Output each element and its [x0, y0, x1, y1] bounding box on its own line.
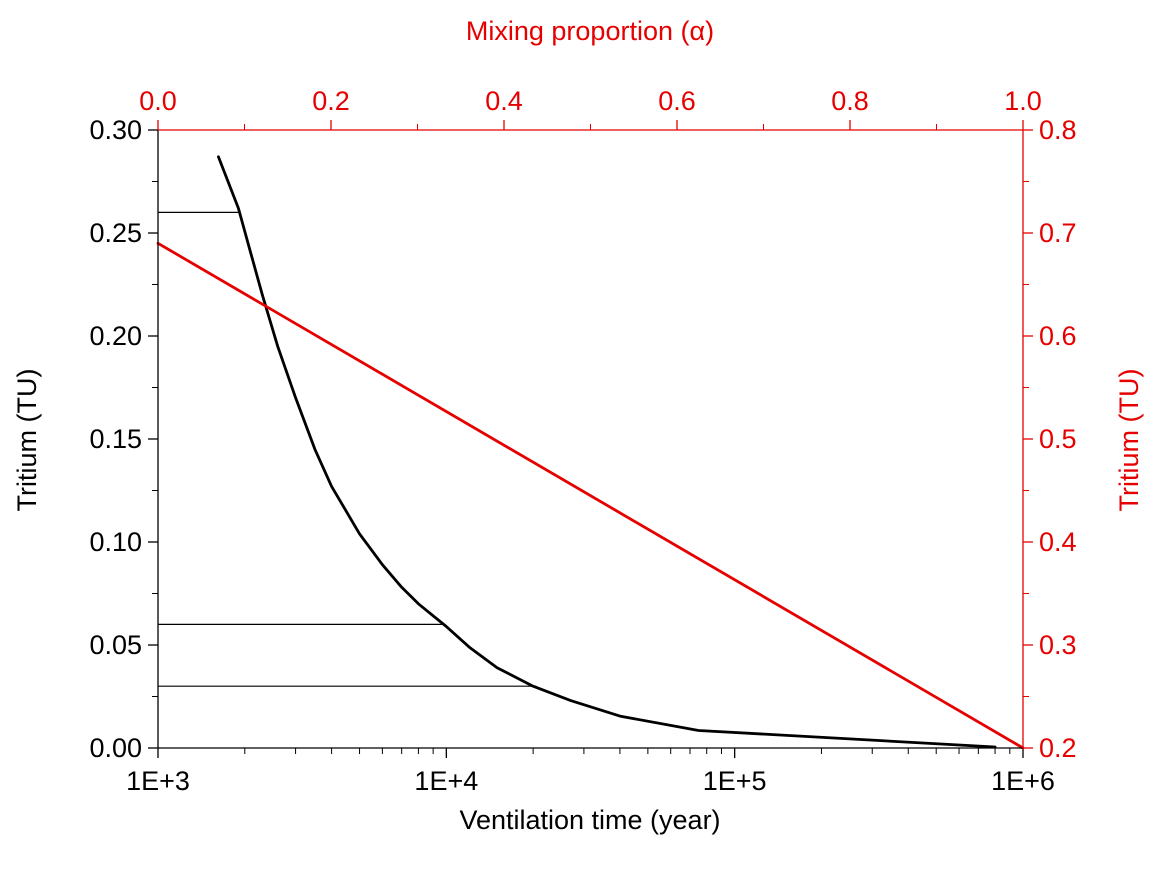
y-tick-label: 0.30 — [89, 115, 142, 145]
y-tick-label: 0.15 — [89, 424, 142, 454]
x-axis-label: Ventilation time (year) — [459, 805, 720, 835]
x2-tick-label: 0.6 — [658, 86, 696, 116]
x-tick-label: 1E+4 — [414, 766, 478, 796]
y-tick-label: 0.00 — [89, 733, 142, 763]
series-layer — [156, 155, 1025, 750]
x2-tick-label: 0.4 — [485, 86, 523, 116]
y-tick-label: 0.25 — [89, 218, 142, 248]
y2-tick-label: 0.7 — [1039, 218, 1077, 248]
mixing-line — [156, 241, 1025, 750]
y2-tick-label: 0.8 — [1039, 115, 1077, 145]
major-ticks — [148, 120, 1033, 758]
x2-axis-label: Mixing proportion (α) — [466, 16, 714, 46]
y2-tick-label: 0.2 — [1039, 733, 1077, 763]
x2-tick-label: 0.2 — [312, 86, 350, 116]
y-tick-label: 0.20 — [89, 321, 142, 351]
y-tick-label: 0.10 — [89, 527, 142, 557]
x2-tick-label: 0.8 — [831, 86, 869, 116]
y2-tick-label: 0.6 — [1039, 321, 1077, 351]
x-tick-label: 1E+6 — [991, 766, 1055, 796]
x2-tick-label: 0.0 — [139, 86, 177, 116]
plot-frame — [157, 129, 1024, 749]
x2-tick-label: 1.0 — [1004, 86, 1042, 116]
tick-labels: 1E+3 1E+4 1E+5 1E+6 0.00 0.05 0.10 0.15 0.20 0.25… — [89, 86, 1076, 796]
y-axis-label: Tritium (TU) — [12, 369, 42, 512]
reference-lines — [158, 211, 537, 687]
y-tick-label: 0.05 — [89, 630, 142, 660]
tritium-decay-curve — [216, 155, 997, 749]
y2-tick-label: 0.3 — [1039, 630, 1077, 660]
y2-axis-label: Tritium (TU) — [1114, 369, 1144, 512]
y2-tick-label: 0.4 — [1039, 527, 1077, 557]
y2-tick-label: 0.5 — [1039, 424, 1077, 454]
minor-ticks — [152, 124, 1029, 754]
x-tick-label: 1E+3 — [126, 766, 190, 796]
x-tick-label: 1E+5 — [703, 766, 767, 796]
